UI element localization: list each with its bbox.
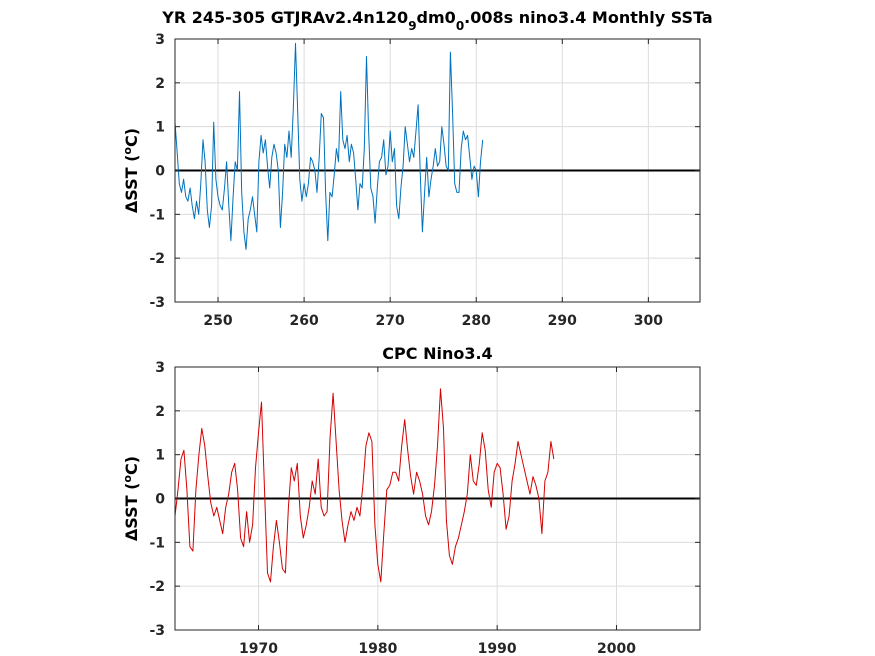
top-x-tick-label: 260 <box>289 313 318 329</box>
top-y-tick-label: -3 <box>149 295 165 311</box>
bottom-y-tick-label: 0 <box>155 492 165 508</box>
top-y-tick-label: 2 <box>155 76 165 92</box>
bottom-y-tick-label: 1 <box>155 448 165 464</box>
top-x-tick-label: 270 <box>376 313 405 329</box>
top-y-tick-label: 0 <box>155 164 165 180</box>
top-x-tick-label: 300 <box>634 313 663 329</box>
bottom-chart: 1970 1980 1990 2000 -3 -2 -1 0 1 2 3 CPC Nino3.4 ΔSS… <box>121 344 701 656</box>
bottom-y-tick-label: -1 <box>149 535 165 551</box>
top-y-tick-label: -1 <box>149 207 165 223</box>
top-x-tick-label: 250 <box>203 313 232 329</box>
bottom-y-tick-label: -3 <box>149 623 165 639</box>
top-y-axis-label: ΔSST (oC) <box>121 128 142 213</box>
bottom-x-tick-label: 1990 <box>478 641 517 656</box>
top-series-line <box>174 42 484 250</box>
top-chart-title: YR 245-305 GTJRAv2.4n1209dm00.008s nino3… <box>161 8 712 33</box>
bottom-y-tick-label: 2 <box>155 404 165 420</box>
bottom-x-tick-label: 1970 <box>239 641 278 656</box>
bottom-series-line <box>174 388 555 583</box>
top-chart: 250 260 270 280 290 300 -3 -2 -1 0 1 2 3YR 245-305 G… <box>121 8 713 329</box>
top-x-tick-label: 280 <box>462 313 491 329</box>
bottom-y-tick-label: 3 <box>155 360 165 376</box>
bottom-y-tick-label: -2 <box>149 579 165 595</box>
top-y-tick-label: 3 <box>155 32 165 48</box>
bottom-y-axis-label: ΔSST (oC) <box>121 456 142 541</box>
top-y-tick-label: 1 <box>155 120 165 136</box>
bottom-x-tick-label: 1980 <box>358 641 397 656</box>
bottom-chart-title: CPC Nino3.4 <box>382 344 492 363</box>
top-y-tick-label: -2 <box>149 251 165 267</box>
bottom-x-tick-label: 2000 <box>597 641 636 656</box>
top-x-tick-label: 290 <box>548 313 577 329</box>
